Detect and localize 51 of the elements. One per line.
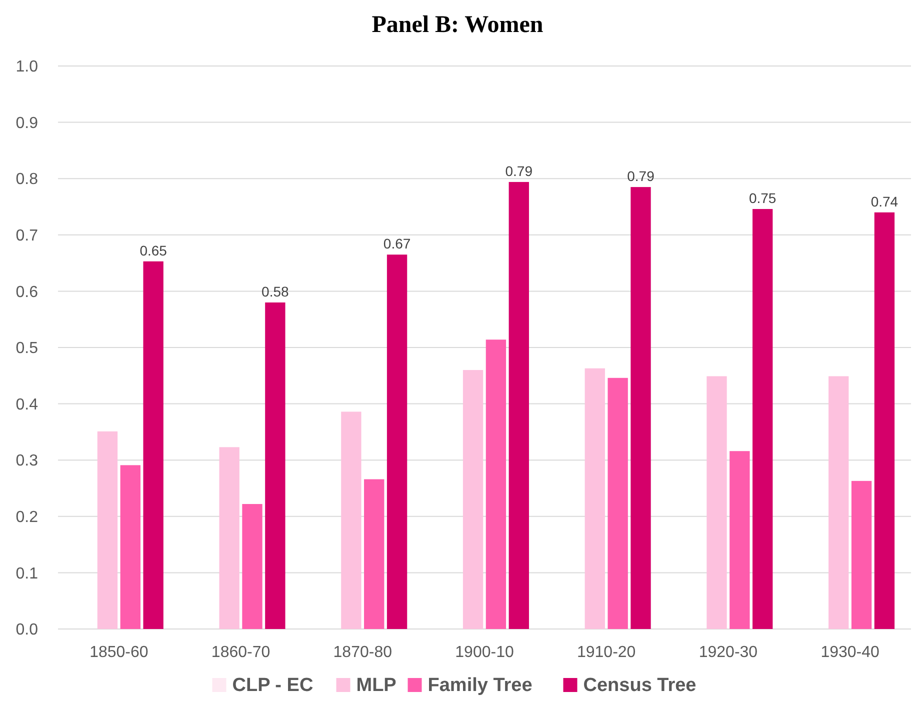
bar: [97, 431, 118, 629]
legend-label: CLP - EC: [232, 675, 314, 696]
data-label: 0.75: [748, 190, 776, 206]
y-tick-label: 0.7: [16, 228, 38, 244]
legend-label: Family Tree: [428, 675, 532, 696]
bar: [341, 412, 362, 629]
y-tick-label: 0.2: [16, 509, 38, 526]
data-label: 0.79: [627, 168, 655, 184]
bar: [386, 254, 408, 629]
y-tick-label: 0.9: [16, 114, 38, 132]
x-tick-label: 1870-80: [333, 644, 392, 661]
legend-label: Census Tree: [583, 675, 696, 696]
y-tick-label: 0.1: [16, 565, 38, 582]
bar: [584, 368, 605, 629]
bar: [486, 340, 506, 629]
bar: [874, 212, 895, 629]
y-tick-label: 0.8: [16, 171, 38, 188]
data-label: 0.67: [383, 236, 411, 252]
y-tick-label: 0.4: [16, 396, 38, 414]
bar: [242, 504, 262, 629]
x-tick-label: 1930-40: [820, 644, 880, 661]
x-tick-label: 1860-70: [211, 644, 270, 661]
y-tick-label: 0.3: [16, 452, 38, 470]
bar: [219, 447, 240, 629]
y-tick-label: 1.0: [16, 58, 38, 76]
bar: [851, 480, 872, 629]
bar: [752, 209, 773, 629]
data-label: 0.58: [262, 283, 290, 300]
x-tick-label: 1920-30: [698, 644, 758, 661]
y-tick-label: 0.6: [16, 284, 38, 301]
legend-label: MLP: [356, 675, 397, 696]
bar: [508, 182, 529, 629]
data-label: 0.65: [140, 242, 168, 258]
x-tick-label: 1900-10: [455, 644, 514, 661]
bar: [143, 261, 164, 629]
bar: [462, 370, 484, 629]
x-tick-label: 1910-20: [577, 644, 636, 661]
bar: [364, 479, 384, 629]
bar: [608, 378, 628, 629]
y-tick-label: 0.0: [16, 622, 38, 639]
data-label: 0.74: [870, 193, 898, 210]
bar: [120, 465, 140, 629]
data-label: 0.79: [505, 162, 533, 179]
bar: [706, 376, 727, 629]
bar: [828, 376, 849, 629]
bar: [630, 187, 651, 629]
chart-title: Panel B: Women: [372, 12, 544, 38]
bar: [730, 451, 750, 629]
bar: [265, 302, 286, 629]
x-tick-label: 1850-60: [90, 644, 148, 661]
y-tick-label: 0.5: [16, 340, 38, 358]
